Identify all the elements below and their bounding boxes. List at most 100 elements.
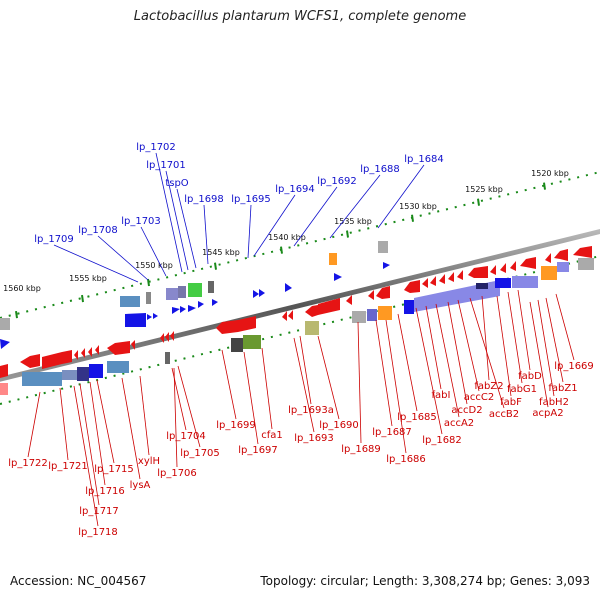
reverse-leader-line	[447, 301, 468, 405]
reverse-gene-label[interactable]: fabH2	[539, 397, 569, 408]
reverse-gene-label[interactable]: lp_1721	[48, 461, 88, 472]
map-title: Lactobacillus plantarum WCFS1, complete …	[133, 9, 467, 24]
reverse-gene-label[interactable]: lp_1685	[397, 412, 437, 423]
reverse-gene-label[interactable]: lp_1705	[180, 448, 220, 459]
reverse-gene-label[interactable]: fabZ1	[548, 383, 577, 394]
kbp-major-tick	[411, 214, 414, 222]
kbp-tick-label: 1540 kbp	[268, 233, 306, 242]
reverse-gene-label[interactable]: lp_1669	[554, 361, 594, 372]
forward-gene-label[interactable]: lp_1688	[360, 164, 400, 175]
reverse-gene-label[interactable]: lp_1686	[386, 454, 426, 465]
kbp-major-tick	[147, 278, 150, 287]
kbp-major-tick	[280, 246, 283, 254]
reverse-leader-line	[545, 297, 564, 383]
forward-gene-label[interactable]: lp_1684	[404, 154, 444, 165]
reverse-gene-label[interactable]: xylH	[138, 456, 160, 467]
kbp-scale: 1520 kbp 1525 kbp 1530 kbp 1535 kbp 1540 kbp…	[3, 169, 569, 293]
reverse-leader-line	[357, 321, 362, 444]
forward-leader-line	[253, 194, 296, 257]
forward-leader-line	[293, 186, 338, 247]
reverse-leader-line	[27, 391, 41, 458]
reverse-leader-line	[89, 381, 106, 486]
reverse-leader-line	[293, 337, 315, 433]
forward-leader-line	[329, 174, 381, 239]
reverse-gene-label[interactable]: acpA2	[532, 408, 563, 419]
forward-genes	[0, 262, 390, 349]
reverse-gene-label[interactable]: lp_1693	[294, 433, 334, 444]
reverse-gene-label[interactable]: accA2	[444, 418, 474, 429]
reverse-gene-label[interactable]: lp_1706	[157, 468, 197, 479]
forward-gene-label[interactable]: lp_1698	[184, 194, 224, 205]
backbone	[0, 229, 600, 382]
reverse-gene-label[interactable]: lp_1687	[372, 427, 412, 438]
topology-text: Topology: circular; Length: 3,308,274 bp…	[260, 574, 590, 588]
kbp-major-tick	[214, 262, 217, 270]
reverse-leader-line	[397, 313, 418, 412]
reverse-gene-label[interactable]: lp_1689	[341, 444, 381, 455]
forward-gene-label[interactable]: lp_1708	[78, 225, 118, 236]
reverse-label-leaders	[27, 289, 575, 527]
forward-leader-line	[247, 204, 252, 259]
major-ticks	[15, 182, 546, 319]
accession-text: Accession: NC_004567	[10, 574, 147, 588]
forward-gene-label[interactable]: lp_1701	[146, 160, 186, 171]
forward-leader-line	[377, 164, 425, 229]
reverse-gene-label[interactable]: fabD	[518, 371, 542, 382]
reverse-gene-label[interactable]: lp_1690	[319, 420, 359, 431]
forward-gene-label[interactable]: tspO	[165, 178, 188, 189]
reverse-leader-line	[537, 299, 555, 397]
reverse-gene-label[interactable]: lp_1722	[8, 458, 48, 469]
reverse-gene-label[interactable]: lysA	[130, 480, 151, 491]
reverse-gene-label[interactable]: lp_1699	[216, 420, 256, 431]
reverse-leader-line	[177, 365, 201, 448]
kbp-tick-label: 1555 kbp	[69, 274, 107, 283]
reverse-gene-label[interactable]: lp_1682	[422, 435, 462, 446]
reverse-leader-line	[375, 319, 393, 427]
reverse-gene-label[interactable]: accD2	[451, 405, 482, 416]
kbp-tick-label: 1550 kbp	[135, 261, 173, 270]
reverse-gene-label[interactable]: fabG1	[507, 384, 537, 395]
reverse-gene-label[interactable]: lp_1693a	[288, 405, 334, 416]
forward-gene-label[interactable]: lp_1692	[317, 176, 357, 187]
genome-map[interactable]: 1520 kbp 1525 kbp 1530 kbp 1535 kbp 1540 kbp…	[0, 0, 600, 560]
forward-leader-line	[140, 226, 167, 277]
reverse-leader-line	[469, 297, 505, 409]
reverse-gene-label[interactable]: lp_1697	[238, 445, 278, 456]
forward-gene-label[interactable]: lp_1702	[136, 142, 176, 153]
kbp-major-tick	[477, 198, 480, 206]
reverse-gene-label[interactable]: accC2	[464, 392, 494, 403]
reverse-gene-label[interactable]: lp_1715	[94, 464, 134, 475]
reverse-leader-line	[481, 295, 490, 381]
reverse-leader-line	[96, 379, 115, 464]
reverse-gene-label[interactable]: lp_1704	[166, 431, 206, 442]
forward-gene-label[interactable]: lp_1695	[231, 194, 271, 205]
forward-leader-line	[97, 235, 149, 281]
forward-leader-line	[155, 152, 183, 273]
forward-gene-label[interactable]: lp_1709	[34, 234, 74, 245]
reverse-leader-line	[415, 307, 443, 435]
forward-boxes	[0, 241, 388, 330]
forward-leader-line	[176, 188, 197, 269]
reverse-gene-label[interactable]: fabZ2	[474, 381, 503, 392]
kbp-tick-label: 1535 kbp	[334, 217, 372, 226]
reverse-gene-label[interactable]: lp_1717	[79, 506, 119, 517]
kbp-tick-label: 1525 kbp	[465, 185, 503, 194]
reverse-leader-line	[496, 295, 512, 397]
kbp-tick-label: 1560 kbp	[3, 284, 41, 293]
reverse-leader-line	[299, 335, 312, 405]
forward-gene-label[interactable]: lp_1694	[275, 184, 315, 195]
forward-leader-line	[165, 170, 189, 271]
reverse-leader-line	[261, 347, 273, 430]
reverse-leader-line	[529, 301, 549, 408]
reverse-gene-label[interactable]: lp_1718	[78, 527, 118, 538]
reverse-leader-line	[139, 375, 150, 456]
reverse-gene-label[interactable]: fabI	[432, 390, 451, 401]
reverse-leader-line	[435, 303, 460, 418]
reverse-gene-label[interactable]: fabF	[500, 397, 522, 408]
reverse-gene-label[interactable]: cfa1	[261, 430, 283, 441]
forward-gene-label[interactable]: lp_1703	[121, 216, 161, 227]
reverse-leader-line	[555, 293, 575, 361]
reverse-gene-label[interactable]: accB2	[489, 409, 519, 420]
reverse-gene-label[interactable]: lp_1716	[85, 486, 125, 497]
